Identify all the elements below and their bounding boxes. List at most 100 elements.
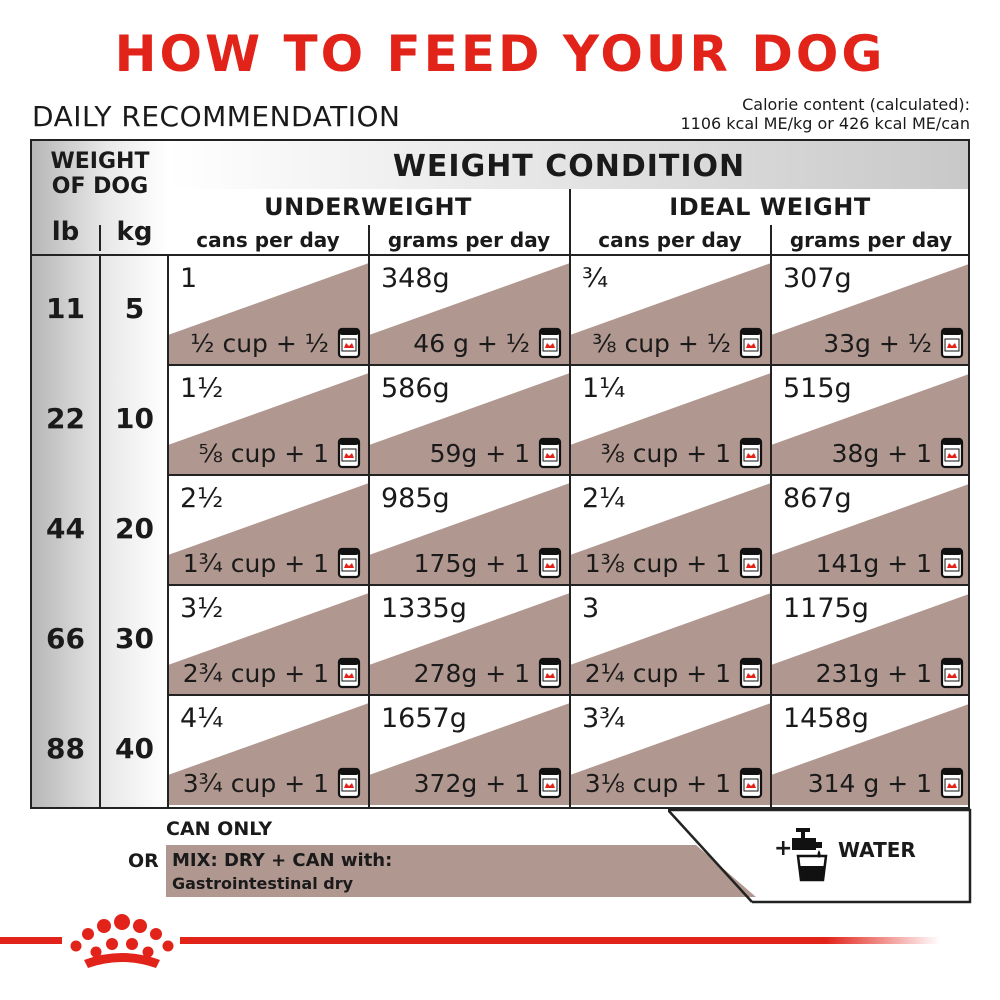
feeding-cell: 515g 38g + 1 (771, 365, 968, 475)
weight-kg-3: 30 (115, 622, 154, 655)
daily-amount: 586g (381, 373, 450, 404)
can-icon (538, 657, 562, 689)
daily-amount: 3 (582, 593, 600, 624)
feeding-cell: 1335g 278g + 1 (369, 585, 570, 695)
grid-hline (168, 694, 968, 696)
daily-amount: 2½ (180, 483, 224, 514)
can-icon (337, 767, 361, 799)
weight-kg-4: 40 (115, 732, 154, 765)
mix-band (166, 845, 756, 897)
mix-amount: 46 g + ½ (413, 329, 530, 358)
mix-amount: 231g + 1 (815, 659, 932, 688)
mix-triangle (771, 264, 968, 365)
mix-triangle (369, 483, 570, 585)
red-line-left (0, 937, 62, 944)
can-icon (739, 327, 763, 359)
weight-title-line-2: OF DOG (51, 174, 149, 199)
mix-triangle (369, 593, 570, 695)
mix-triangle (168, 483, 369, 585)
mix-triangle (168, 593, 369, 695)
calorie-content: Calorie content (calculated): 1106 kcal … (680, 95, 970, 133)
gastrointestinal-dry-label: Gastrointestinal dry (172, 874, 354, 893)
daily-amount: 348g (381, 263, 450, 294)
can-icon (337, 437, 361, 469)
can-icon (538, 547, 562, 579)
unit-lb: lb (51, 217, 80, 247)
mix-amount: 3⅛ cup + 1 (584, 769, 731, 798)
can-icon (940, 437, 964, 469)
weight-kg-0: 5 (124, 292, 145, 325)
feeding-cell: 3½ 2¾ cup + 1 (168, 585, 369, 695)
daily-amount: 1 (180, 263, 198, 294)
plus-sign: + (774, 836, 793, 861)
mix-triangle (570, 703, 771, 805)
feeding-cell: 348g 46 g + ½ (369, 255, 570, 365)
royal-canin-crown-icon (70, 914, 174, 968)
can-icon (739, 657, 763, 689)
mix-amount: 33g + ½ (823, 329, 932, 358)
daily-amount: 867g (783, 483, 852, 514)
can-only-label: CAN ONLY (166, 818, 273, 840)
feeding-cell: 586g 59g + 1 (369, 365, 570, 475)
mix-triangle (168, 373, 369, 475)
mix-amount: 38g + 1 (831, 439, 932, 468)
mix-amount: ⅜ cup + ½ (592, 329, 731, 358)
daily-amount: 1½ (180, 373, 224, 404)
feeding-cell: 1 ½ cup + ½ (168, 255, 369, 365)
feeding-cell: 1657g 372g + 1 (369, 695, 570, 805)
daily-amount: ¾ (582, 263, 609, 294)
feeding-cell: 1¼ ⅜ cup + 1 (570, 365, 771, 475)
grid-hline (168, 474, 968, 476)
daily-amount: 1657g (381, 703, 467, 734)
unit-kg: kg (116, 217, 153, 247)
mix-triangle (168, 263, 369, 365)
feeding-cell: 2½ 1¾ cup + 1 (168, 475, 369, 585)
mix-amount: 314 g + 1 (807, 769, 932, 798)
mix-triangle (771, 704, 968, 805)
daily-amount: 1458g (783, 703, 869, 734)
feeding-cell: 3 2¼ cup + 1 (570, 585, 771, 695)
feeding-cell: ¾ ⅜ cup + ½ (570, 255, 771, 365)
daily-amount: 1¼ (582, 373, 626, 404)
can-icon (940, 547, 964, 579)
daily-amount: 515g (783, 373, 852, 404)
grid-hline (168, 584, 968, 586)
subheader-underweight-grams: grams per day (387, 228, 551, 252)
mix-triangle (369, 703, 570, 805)
feeding-cell: 1458g 314 g + 1 (771, 695, 968, 805)
weight-lb-3: 66 (46, 622, 85, 655)
lb-kg-divider (99, 255, 101, 807)
feeding-cell: 3¾ 3⅛ cup + 1 (570, 695, 771, 805)
water-label: WATER (838, 838, 916, 862)
can-icon (337, 327, 361, 359)
daily-amount: 3¾ (582, 703, 626, 734)
can-icon (739, 437, 763, 469)
daily-amount: 307g (783, 263, 852, 294)
daily-amount: 1335g (381, 593, 467, 624)
mix-amount: 372g + 1 (413, 769, 530, 798)
mix-amount: 59g + 1 (429, 439, 530, 468)
mix-amount: 278g + 1 (413, 659, 530, 688)
mix-triangle (570, 593, 771, 695)
grid-vline (368, 225, 370, 807)
can-icon (940, 767, 964, 799)
group-underweight: UNDERWEIGHT (264, 193, 472, 221)
mix-triangle (771, 484, 968, 585)
daily-recommendation-label: DAILY RECOMMENDATION (32, 100, 401, 133)
can-icon (538, 437, 562, 469)
daily-amount: 2¼ (582, 483, 626, 514)
subheader-ideal-grams: grams per day (789, 228, 953, 252)
mix-triangle (369, 263, 570, 365)
water-tap-icon (792, 828, 828, 882)
feeding-cell: 985g 175g + 1 (369, 475, 570, 585)
subheader-ideal-cans: cans per day (598, 228, 742, 252)
grid-vline (770, 225, 772, 807)
feeding-cell: 4¼ 3¾ cup + 1 (168, 695, 369, 805)
mix-amount: 3¾ cup + 1 (182, 769, 329, 798)
grid-vline (569, 189, 571, 807)
mix-amount: ⅜ cup + 1 (600, 439, 731, 468)
grid-hline (168, 364, 968, 366)
weight-lb-4: 88 (46, 732, 85, 765)
weight-lb-0: 11 (46, 292, 85, 325)
weight-column: WEIGHT OF DOG lb kg 11 5 22 10 44 20 66 30 88 40 (32, 141, 168, 807)
